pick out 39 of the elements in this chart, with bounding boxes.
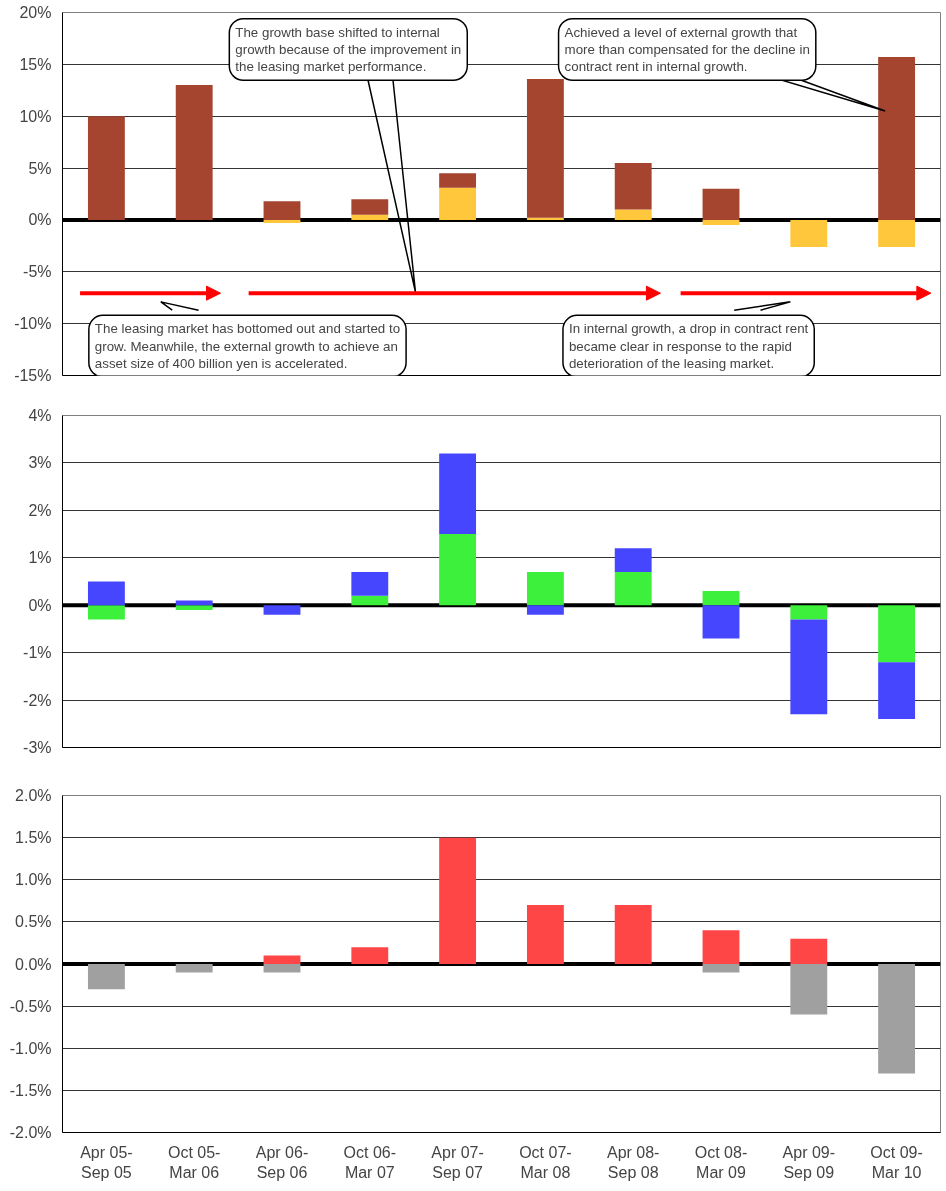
y-tick-label: 0.5% — [15, 913, 52, 931]
x-tick-label: Apr 05- Sep 05 — [80, 1143, 133, 1181]
y-tick-label: -1.5% — [9, 1081, 52, 1099]
y-tick-label: -10% — [14, 315, 52, 333]
y-tick-label: 0.0% — [15, 955, 52, 973]
y-tick-label: 2% — [28, 501, 52, 519]
y-tick-label: 3% — [28, 454, 52, 472]
y-tick-label: 10% — [19, 107, 52, 125]
y-tick-label: 20% — [19, 4, 52, 21]
annotation: The growth base shifted to internal growth because of the improvement in the leasing market performance. — [235, 24, 462, 75]
y-tick-label: 5% — [28, 159, 52, 177]
y-tick-label: -0.5% — [9, 997, 52, 1015]
x-tick-label: Oct 09- Mar 10 — [870, 1143, 923, 1181]
x-tick-label: Apr 06- Sep 06 — [255, 1143, 309, 1181]
y-tick-label: -15% — [14, 367, 52, 384]
x-tick-label: Oct 08- Mar 09 — [694, 1143, 748, 1181]
y-tick-label: -3% — [23, 739, 52, 756]
x-tick-label: Oct 05- Mar 06 — [167, 1143, 221, 1181]
annotation: Achieved a level of external growth that more than compensated for the decline in contract rent in internal growth. — [564, 24, 810, 75]
x-tick-label: Apr 08- Sep 08 — [606, 1143, 660, 1181]
y-tick-label: -2% — [23, 691, 52, 709]
x-tick-label: Oct 07- Mar 08 — [519, 1143, 572, 1181]
y-tick-label: -5% — [23, 263, 52, 281]
y-tick-label: 1.0% — [15, 871, 52, 889]
y-tick-label: -2.0% — [9, 1124, 52, 1141]
x-tick-label: Apr 09- Sep 09 — [782, 1143, 836, 1181]
annotation: The leasing market has bottomed out and started to grow. Meanwhile, the external growth to achieve an asset size of 400 billion yen is accelerated. — [94, 321, 401, 371]
y-tick-label: 2.0% — [15, 787, 52, 804]
y-tick-label: 1% — [28, 549, 52, 567]
x-tick-label: Apr 07- Sep 07 — [431, 1143, 484, 1181]
y-tick-label: 0% — [28, 211, 52, 229]
y-tick-label: -1.0% — [9, 1039, 52, 1057]
y-tick-label: 0% — [28, 596, 52, 614]
x-tick-label: Oct 06- Mar 07 — [343, 1143, 397, 1181]
y-tick-label: -1% — [23, 644, 52, 662]
annotation: In internal growth, a drop in contract rent became clear in response to the rapid deterioration of the leasing market. — [568, 321, 809, 371]
y-tick-label: 4% — [28, 407, 52, 424]
y-tick-label: 1.5% — [15, 829, 52, 847]
y-tick-label: 15% — [19, 55, 52, 73]
